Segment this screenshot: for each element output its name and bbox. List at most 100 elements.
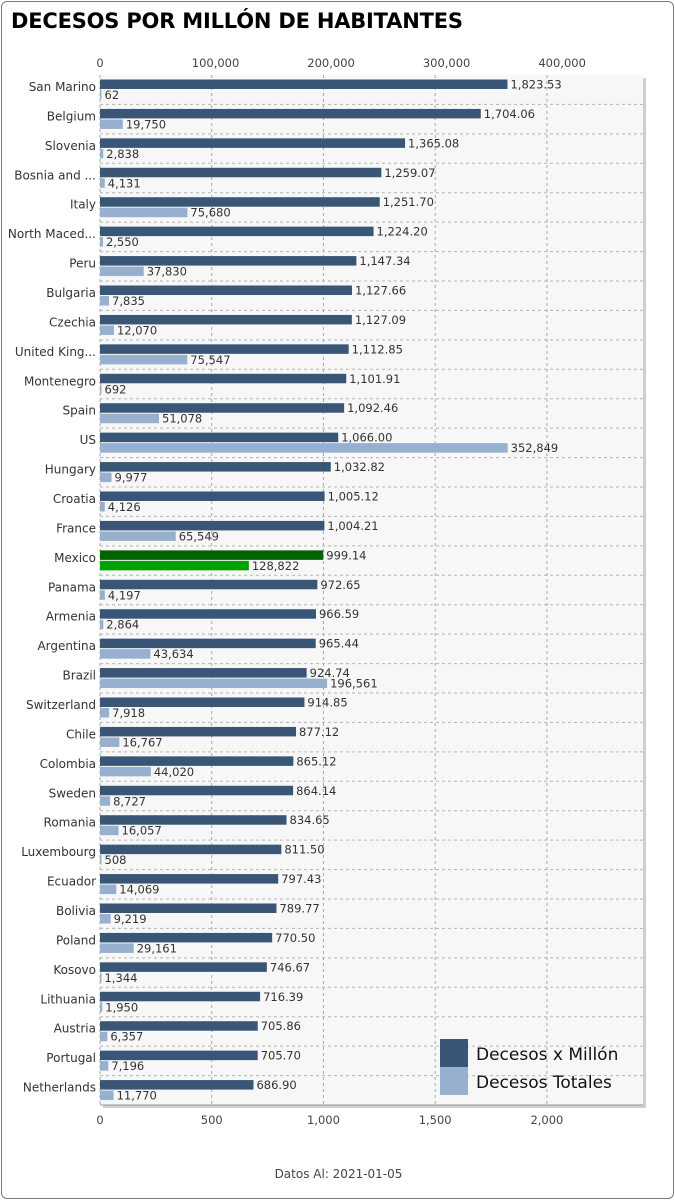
bar-per-million-label: 770.50 [275,931,315,945]
bar-per-million-label: 789.77 [279,902,319,916]
category-label: Ecuador [47,875,96,889]
bar-per-million [100,79,508,89]
bar-per-million-label: 1,005.12 [328,490,379,504]
bar-total-label: 11,770 [117,1089,157,1103]
bar-total [100,325,114,335]
bar-per-million-label: 705.70 [261,1049,301,1063]
category-label: United King... [15,345,96,359]
bar-total-label: 2,864 [106,618,139,632]
bar-total [100,972,102,983]
bar-per-million-label: 1,224.20 [377,225,428,239]
bar-per-million-label: 877.12 [299,725,339,739]
bar-total [100,266,144,277]
bar-total [100,619,104,630]
bar-total-label: 16,057 [122,824,162,838]
bar-per-million-label: 924.74 [310,666,350,680]
bar-total [100,354,188,365]
bar-per-million-label: 1,004.21 [327,519,378,533]
category-label: Austria [54,1022,96,1036]
bar-per-million-label: 1,066.00 [341,431,392,445]
bar-per-million [100,579,318,590]
category-label: France [56,521,96,535]
bar-per-million-label: 966.59 [319,607,359,621]
bar-per-million [100,638,316,649]
bar-per-million-label: 999.14 [326,548,366,562]
category-label: Luxembourg [21,845,96,859]
bar-total [100,884,117,895]
bar-per-million [100,344,349,354]
category-label: Poland [56,933,96,947]
bar-total-label: 51,078 [162,412,202,426]
bar-per-million [100,462,331,472]
bar-total-label: 4,197 [108,588,141,602]
bar-total-label: 352,849 [511,441,559,455]
bar-per-million-label: 811.50 [284,843,324,857]
bottom-tick-label: 0 [96,1113,103,1127]
bar-per-million-label: 746.67 [270,960,310,974]
bar-total-label: 6,357 [110,1030,143,1044]
bar-per-million-label: 1,101.91 [349,372,400,386]
bar-total [100,207,188,218]
bar-total [100,1090,114,1101]
bar-total-label: 14,069 [119,883,159,897]
bar-per-million [100,1021,258,1031]
bar-total [100,531,176,541]
category-label: Romania [44,816,96,830]
category-label: Slovenia [45,139,96,153]
category-label: Kosovo [53,963,96,977]
bar-per-million [100,1050,258,1061]
bar-per-million-label: 864.14 [296,784,336,798]
category-label: Portugal [46,1051,96,1065]
category-label: Peru [69,257,96,271]
bar-per-million [100,903,277,913]
bar-per-million [100,167,382,178]
bar-total [100,148,104,159]
bar-total [100,590,105,600]
bar-per-million-label: 1,251.70 [383,195,434,209]
bar-per-million [100,138,406,148]
bar-total-label: 7,196 [111,1059,144,1073]
bar-total [100,502,105,512]
bar-total-label: 2,550 [106,235,139,249]
bar-total-label: 508 [105,853,127,867]
bar-per-million [100,1080,254,1090]
legend-label-total: Decesos Totales [476,1073,612,1093]
bar-total-label: 62 [105,88,120,102]
bar-per-million [100,991,261,1002]
top-tick-label: 100,000 [192,56,240,70]
category-label: San Marino [29,80,96,94]
bar-total-label: 19,750 [126,117,166,131]
bar-total [100,1061,109,1071]
category-label: Bulgaria [46,286,96,300]
category-label: US [80,433,96,447]
bar-total-label: 4,126 [108,500,141,514]
bar-per-million [100,756,294,766]
chart-title: DECESOS POR MILLÓN DE HABITANTES [11,9,463,33]
bar-total-label: 128,822 [252,559,300,573]
bottom-tick-label: 2,000 [530,1113,563,1127]
bar-total [100,766,151,777]
bar-per-million [100,432,339,443]
data-date-footer: Datos Al: 2021-01-05 [274,1167,403,1181]
bar-per-million-label: 705.86 [261,1019,301,1033]
category-label: Czechia [49,315,96,329]
category-label: Netherlands [23,1081,96,1095]
top-tick-label: 400,000 [538,56,586,70]
bar-total-label: 75,547 [190,353,230,367]
bar-total [100,296,110,306]
top-tick-label: 200,000 [307,56,355,70]
legend-swatch-total [440,1067,468,1095]
bar-total-label: 65,549 [179,529,219,543]
bar-total [100,560,249,571]
category-label: Switzerland [26,698,96,712]
bar-per-million [100,226,374,237]
bar-total-label: 692 [105,382,127,396]
bar-total [100,90,102,100]
bar-total [100,943,134,953]
bar-total-label: 9,977 [115,471,148,485]
bar-total [100,237,103,247]
bar-total [100,443,508,453]
bar-total [100,855,102,865]
bar-total [100,1002,103,1012]
